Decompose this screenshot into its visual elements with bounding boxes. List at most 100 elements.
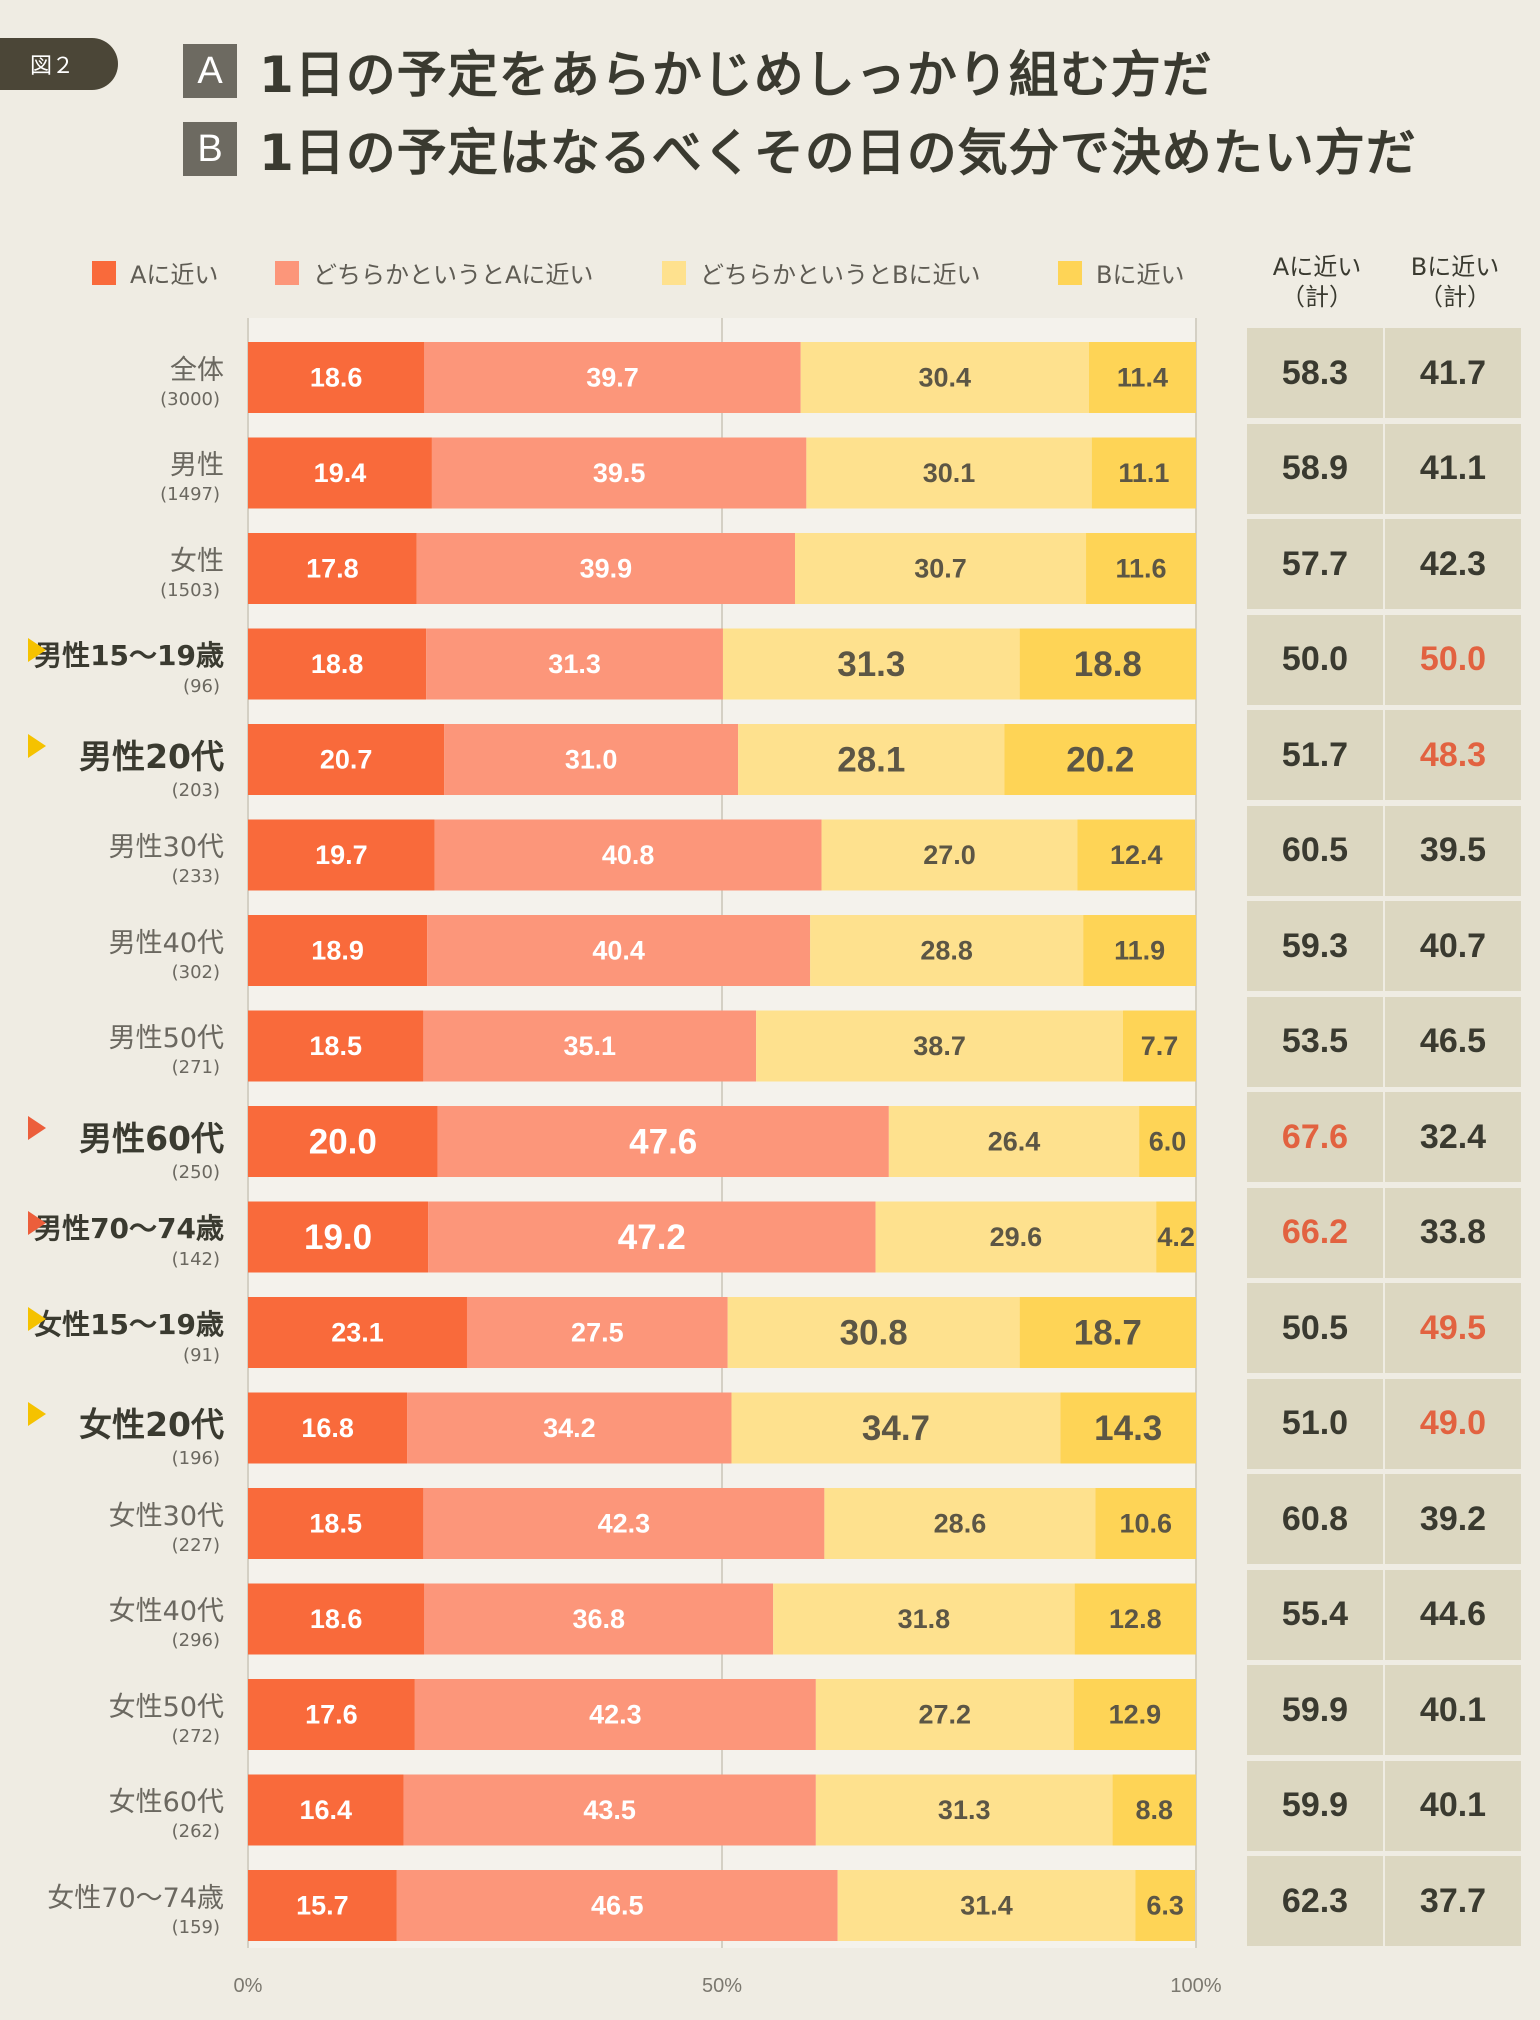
legend-label: Aに近い xyxy=(130,261,219,289)
bar-value-label: 34.7 xyxy=(862,1409,930,1448)
bar-segment xyxy=(248,819,435,891)
legend-swatch xyxy=(1058,260,1082,285)
row-label: 女性15〜19歳 (91) xyxy=(0,1303,224,1366)
row-label: 男性30代 (233) xyxy=(0,825,224,887)
total-a-cell: 60.8 xyxy=(1247,1474,1383,1564)
row-label-name: 全体 xyxy=(170,354,224,386)
bar-segment xyxy=(248,724,445,795)
column-header-b-line2: （計） xyxy=(1419,283,1491,311)
x-tick-label: 0% xyxy=(233,1975,263,1997)
bar-segment xyxy=(1112,1774,1196,1846)
bar-segment xyxy=(248,1679,415,1750)
row-label-name: 男性30代 xyxy=(108,832,224,863)
bar-segment xyxy=(248,1106,438,1177)
bar-segment xyxy=(248,628,427,700)
bar-value-label: 18.8 xyxy=(1074,645,1142,684)
bar-value-label: 6.3 xyxy=(1146,1891,1184,1921)
bar-segment xyxy=(815,1679,1074,1750)
bar-value-label: 34.2 xyxy=(543,1413,596,1443)
bar-value-label: 11.4 xyxy=(1117,363,1168,393)
bar-value-label: 19.0 xyxy=(304,1218,372,1257)
bar-segment xyxy=(248,533,417,604)
bar-segment xyxy=(248,1201,429,1273)
bar-segment xyxy=(1088,342,1196,413)
bar-value-label: 14.3 xyxy=(1094,1409,1162,1448)
row-label-count: (227) xyxy=(171,1534,220,1556)
bar-value-label: 12.8 xyxy=(1109,1604,1162,1634)
legend-item: Bに近い xyxy=(1058,255,1184,290)
bar-segment xyxy=(248,915,428,986)
bar-value-label: 11.1 xyxy=(1118,458,1169,488)
legend-item: どちらかというとBに近い xyxy=(662,255,980,290)
bar-value-label: 31.4 xyxy=(960,1891,1013,1921)
bar-segment xyxy=(248,1392,408,1464)
bar-segment xyxy=(414,1679,816,1750)
total-a-cell: 51.7 xyxy=(1247,710,1383,800)
total-a-cell: 53.5 xyxy=(1247,996,1383,1087)
total-a-cell: 59.9 xyxy=(1247,1665,1383,1755)
bar-value-label: 30.1 xyxy=(923,458,976,488)
bar-value-label: 30.4 xyxy=(918,363,971,393)
total-b-cell: 42.3 xyxy=(1385,519,1521,609)
bar-segment xyxy=(1135,1870,1196,1941)
total-b-cell: 32.4 xyxy=(1385,1092,1521,1182)
row-label-count: (1497) xyxy=(160,484,220,505)
bar-value-label: 30.7 xyxy=(914,554,967,584)
bar-value-label: 42.3 xyxy=(589,1700,642,1730)
bar-value-label: 30.8 xyxy=(840,1314,908,1353)
legend-label: どちらかというとBに近い xyxy=(700,261,981,289)
bar-segment xyxy=(444,724,739,795)
row-label-name: 男性15〜19歳 xyxy=(34,639,224,672)
row-label: 女性 (1503) xyxy=(0,539,224,601)
row-label-name: 男性 xyxy=(170,450,224,481)
column-header-a-line1: Aに近い xyxy=(1272,253,1362,281)
row-label-name: 男性50代 xyxy=(108,1023,224,1054)
bar-segment xyxy=(424,1583,774,1655)
bar-segment xyxy=(248,1010,424,1082)
bar-value-label: 28.1 xyxy=(837,741,905,780)
row-label-count: (272) xyxy=(171,1725,220,1747)
bar-value-label: 16.4 xyxy=(299,1795,352,1825)
bar-segment xyxy=(428,1201,876,1273)
bar-segment xyxy=(756,1010,1124,1082)
row-label-count: (271) xyxy=(171,1057,220,1078)
row-label-count: (203) xyxy=(171,779,220,801)
bar-value-label: 18.8 xyxy=(311,649,364,679)
bar-value-label: 18.5 xyxy=(309,1509,362,1539)
bar-segment xyxy=(423,1488,825,1559)
bar-segment xyxy=(1123,1010,1196,1082)
bar-segment xyxy=(773,1583,1075,1655)
bar-segment xyxy=(423,1010,757,1082)
highlight-arrow-icon xyxy=(28,1115,46,1140)
highlight-arrow-icon xyxy=(28,1306,46,1331)
bar-value-label: 28.6 xyxy=(934,1509,987,1539)
highlight-arrow-icon xyxy=(28,638,46,662)
bar-value-label: 12.4 xyxy=(1110,840,1163,870)
highlight-arrow-icon xyxy=(28,1211,46,1235)
row-label-name: 女性30代 xyxy=(108,1500,224,1532)
bar-segment xyxy=(1086,533,1196,604)
row-label-name: 女性60代 xyxy=(108,1787,224,1818)
bar-segment xyxy=(800,342,1089,413)
row-label: 男性40代 (302) xyxy=(0,921,224,983)
row-label-name: 女性20代 xyxy=(79,1405,224,1444)
bar-value-label: 39.7 xyxy=(586,363,639,393)
total-a-cell: 50.5 xyxy=(1247,1283,1383,1373)
bar-value-label: 31.8 xyxy=(898,1604,951,1634)
row-label: 女性60代 (262) xyxy=(0,1780,224,1842)
question-a-letter: A xyxy=(183,44,237,98)
bar-segment xyxy=(1091,437,1196,509)
bar-segment xyxy=(466,1297,728,1368)
row-label: 女性20代 (196) xyxy=(0,1398,224,1469)
bar-value-label: 47.6 xyxy=(629,1123,697,1162)
column-header-b-line1: Bに近い xyxy=(1410,253,1500,281)
bar-segment xyxy=(416,533,795,604)
bar-value-label: 40.4 xyxy=(592,936,645,966)
total-a-cell: 62.3 xyxy=(1247,1856,1383,1946)
bar-segment xyxy=(875,1201,1157,1273)
legend-swatch xyxy=(275,260,299,285)
row-label: 全体 (3000) xyxy=(0,348,224,410)
total-b-cell: 48.3 xyxy=(1385,710,1521,800)
row-label-count: (302) xyxy=(171,961,220,983)
bar-value-label: 38.7 xyxy=(913,1031,966,1061)
